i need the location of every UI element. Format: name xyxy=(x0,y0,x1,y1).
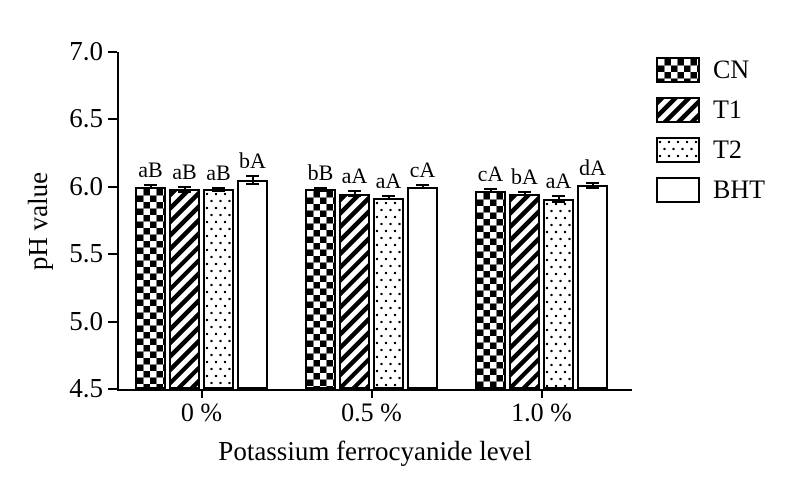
legend-swatch-dots xyxy=(656,137,700,163)
y-tick xyxy=(108,185,117,188)
bar-label: aA xyxy=(341,162,368,188)
bar-label: dA xyxy=(579,154,606,180)
error-bar-cap xyxy=(518,191,531,194)
error-bar-cap xyxy=(382,195,395,198)
legend-item: CN xyxy=(656,57,765,83)
bar-label: cA xyxy=(477,161,504,187)
bar-t1-group2 xyxy=(509,193,540,389)
x-tick-label: 1.0 % xyxy=(511,398,572,427)
error-bar-cap xyxy=(518,193,531,196)
error-bar-stem xyxy=(183,186,186,193)
error-bar-stem xyxy=(387,196,390,199)
error-bar-cap xyxy=(552,195,565,198)
legend: CN T1 T2 BHT xyxy=(656,57,765,203)
error-bar-cap xyxy=(484,188,497,191)
error-bar-stem xyxy=(217,188,220,191)
legend-item: BHT xyxy=(656,177,765,203)
y-tick xyxy=(108,118,117,121)
error-bar-stem xyxy=(523,192,526,195)
bar-t2-group0 xyxy=(203,189,234,389)
error-bar-cap xyxy=(348,189,361,192)
error-bar-cap xyxy=(416,184,429,187)
y-axis-line xyxy=(117,52,119,391)
y-tick xyxy=(108,320,117,323)
legend-item: T1 xyxy=(656,97,765,123)
y-tick-label: 6.5 xyxy=(69,103,103,134)
bar-bht-group0 xyxy=(237,180,268,389)
error-bar-cap xyxy=(178,185,191,188)
error-bar-stem xyxy=(489,189,492,193)
x-tick xyxy=(200,391,203,398)
error-bar-cap xyxy=(586,187,599,190)
error-bar-cap xyxy=(314,187,327,190)
y-tick-label: 6.0 xyxy=(69,170,103,201)
bar-t1-group0 xyxy=(169,189,200,389)
error-bar-cap xyxy=(416,187,429,190)
bar-cn-group1 xyxy=(305,189,336,389)
bar-t2-group2 xyxy=(543,198,574,389)
x-tick-label: 0.5 % xyxy=(341,398,402,427)
y-tick xyxy=(108,388,117,390)
error-bar-cap xyxy=(212,189,225,192)
error-bar-cap xyxy=(382,197,395,200)
bar-label: bA xyxy=(511,164,538,190)
legend-label: BHT xyxy=(713,175,765,204)
y-tick-label: 4.5 xyxy=(69,373,103,403)
error-bar-stem xyxy=(319,188,322,191)
bar-bht-group1 xyxy=(407,186,438,389)
error-bar-stem xyxy=(421,185,424,189)
y-tick-label: 5.0 xyxy=(69,305,103,336)
error-bar-cap xyxy=(348,195,361,198)
error-bar-cap xyxy=(212,187,225,190)
legend-label: T1 xyxy=(713,95,742,124)
bar-bht-group2 xyxy=(577,185,608,389)
bar-t1-group1 xyxy=(339,193,370,389)
error-bar-cap xyxy=(144,187,157,190)
error-bar-cap xyxy=(246,183,259,186)
legend-item: T2 xyxy=(656,137,765,163)
error-bar-cap xyxy=(178,191,191,194)
error-bar-stem xyxy=(591,182,594,189)
y-tick-label: 7.0 xyxy=(69,36,103,66)
error-bar-cap xyxy=(484,191,497,194)
error-bar-cap xyxy=(144,184,157,187)
error-bar-cap xyxy=(552,200,565,203)
bar-label: aA xyxy=(375,168,402,194)
bar-label: aA xyxy=(545,168,572,194)
bar-label: aB xyxy=(138,157,163,183)
error-bar-cap xyxy=(314,189,327,192)
x-axis-title: Potassium ferrocyanide level xyxy=(218,436,532,466)
legend-swatch-checkerboard xyxy=(656,57,700,83)
x-tick xyxy=(540,391,543,398)
legend-swatch-diagonal-stripes xyxy=(656,97,700,123)
x-tick xyxy=(370,391,373,398)
legend-label: CN xyxy=(713,55,750,84)
bar-label: aB xyxy=(206,160,231,186)
y-tick xyxy=(108,253,117,256)
bar-label: cA xyxy=(409,157,436,183)
error-bar-stem xyxy=(557,196,560,202)
y-tick xyxy=(108,51,117,53)
x-axis-line xyxy=(117,389,632,391)
legend-label: T2 xyxy=(713,135,742,164)
bar-t2-group1 xyxy=(373,197,404,389)
error-bar-cap xyxy=(246,175,259,178)
bar-label: bA xyxy=(239,148,266,174)
bar-cn-group0 xyxy=(135,186,166,389)
y-tick-label: 5.5 xyxy=(69,238,103,269)
error-bar-stem xyxy=(353,190,356,197)
error-bar-cap xyxy=(586,181,599,184)
bar-label: bB xyxy=(307,160,334,186)
error-bar-stem xyxy=(149,185,152,189)
legend-swatch-plain xyxy=(656,177,700,203)
error-bar-stem xyxy=(251,176,254,185)
bar-label: aB xyxy=(172,158,197,184)
bar-cn-group2 xyxy=(475,190,506,389)
x-tick-label: 0 % xyxy=(180,398,223,427)
